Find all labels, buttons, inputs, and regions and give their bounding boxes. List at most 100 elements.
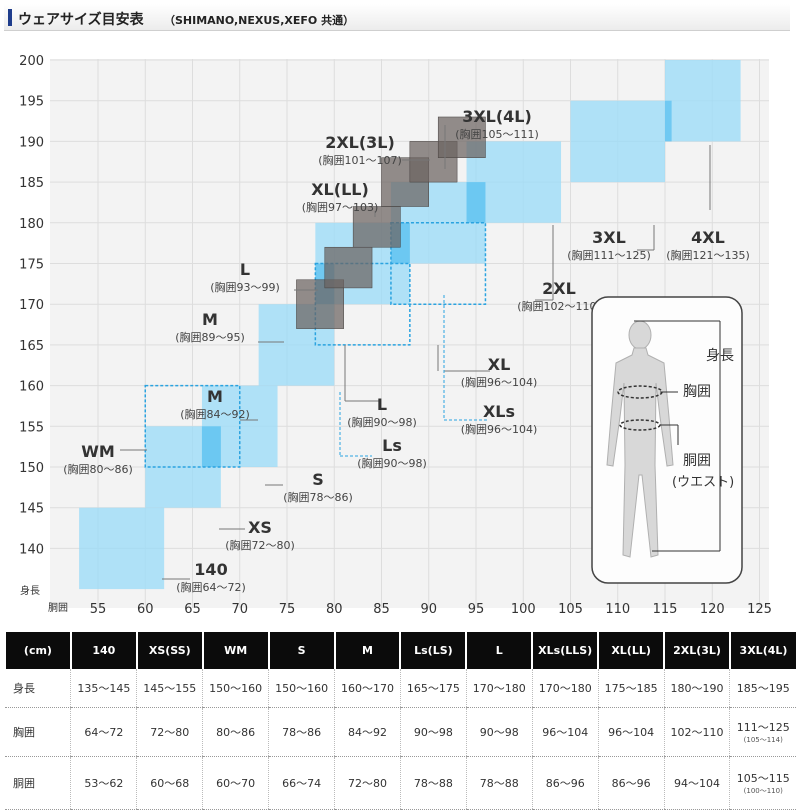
y-tick-label: 185 [19,176,44,191]
table-cell: 78～88 [399,756,467,810]
y-tick-label: 160 [19,380,44,395]
table-cell: 102～110 [663,707,730,757]
table-cell: 180～190 [663,669,730,708]
size-label: XS [248,518,272,537]
x-tick-label: 85 [373,602,390,617]
row-label: 胸囲 [5,707,71,757]
table-cell: 170～180 [465,669,533,708]
chest-range-label: (胸囲96～104) [461,375,538,389]
table-cell: 145～155 [136,669,203,708]
table-header-cell: 2XL(3L) [663,632,730,669]
table-header-cell: XS(SS) [135,632,203,669]
cell-value: 180～190 [670,682,724,695]
x-tick-label: 80 [326,602,343,617]
table-cell: 60～68 [136,756,203,810]
dashed-box-xls [390,222,487,305]
table-cell: 170～180 [531,669,599,708]
cell-value: 175～185 [604,682,658,695]
size-table: (cm) 140 XS(SS) WM S M Ls(LS) L XLs(LLS) XL(LL) 2… [4,632,796,810]
table-cell: 150～160 [268,669,335,708]
size-labels: 140(胸囲64～72) XS(胸囲72～80) S(胸囲78～86) WM(胸囲80… [63,107,750,594]
page-title: ウェアサイズ目安表 [18,12,144,28]
table-header-cell: XLs(LLS) [531,632,599,669]
size-label: 2XL(3L) [325,133,395,152]
chest-range-label: (胸囲90～98) [347,415,417,429]
x-axis-label: 胴囲 [48,602,68,614]
y-tick-label: 180 [19,217,44,232]
y-tick-label: 190 [19,135,44,150]
chest-range-label: (胸囲93～99) [210,280,280,294]
size-label: XLs [483,402,515,421]
table-cell: 72～80 [334,756,401,810]
table-header-cell: Ls(LS) [399,632,467,669]
table-row: 胴囲 53～62 60～68 60～70 66～74 72～80 78～88 78～88 86～… [5,756,796,810]
cell-value: 185～195 [736,682,790,695]
cell-value: 66～74 [282,777,322,790]
table-cell: 60～70 [202,756,269,810]
chest-range-label: (胸囲96～104) [461,422,538,436]
cell-value: 64～72 [84,726,124,739]
table-cell: 80～86 [202,707,269,757]
size-chart: 55 60 65 70 75 80 85 90 95 100 105 110 115 120 1251401… [19,54,772,617]
y-tick-label: 165 [19,339,44,354]
overlap-box [665,100,672,142]
x-tick-label: 115 [653,602,678,617]
cell-value: 78～88 [479,777,519,790]
cell-value: 60～70 [216,777,256,790]
x-tick-label: 110 [605,602,630,617]
table-cell: 150～160 [202,669,269,708]
x-tick-label: 120 [700,602,725,617]
y-tick-label: 150 [19,461,44,476]
chest-box-l [324,246,373,289]
size-label: S [312,470,324,489]
x-tick-label: 125 [747,602,772,617]
table-cell: 66～74 [268,756,335,810]
table-cell: 90～98 [465,707,533,757]
cell-value: 72～80 [347,777,387,790]
cell-value: 86～96 [611,777,651,790]
cell-note: (105～114) [743,736,783,744]
size-label: 2XL [542,279,576,298]
size-label: WM [81,442,115,461]
table-header-cell: 3XL(4L) [728,632,796,669]
cell-value: 78～88 [413,777,453,790]
table-cell: 94～104 [663,756,730,810]
x-tick-label: 75 [279,602,296,617]
cell-value: 90～98 [413,726,453,739]
x-tick-label: 100 [511,602,536,617]
table-cell: 90～98 [399,707,467,757]
size-label: M [207,387,223,406]
table-cell: 84～92 [334,707,401,757]
chest-range-label: (胸囲64～72) [176,580,246,594]
figure-label-chest: 胸囲 [683,384,711,400]
table-header-cell: S [267,632,335,669]
table-cell: 105～115 (100～110) [729,756,796,810]
table-cell: 86～96 [531,756,599,810]
page-header: ウェアサイズ目安表 （SHIMANO,NEXUS,XEFO 共通） [4,4,790,31]
figure-label-height: 身長 [706,348,734,364]
chest-range-label: (胸囲72～80) [225,538,295,552]
size-label: L [377,395,387,414]
cell-value: 150～160 [275,682,329,695]
table-header-cell: WM [201,632,269,669]
table-cell: 96～104 [531,707,599,757]
chest-range-label: (胸囲84～92) [180,407,250,421]
body-figure: 身長 胸囲 胴囲 (ウエスト) [591,296,743,584]
size-label: M [202,310,218,329]
cell-value: 150～160 [209,682,263,695]
table-cell: 53～62 [70,756,137,810]
row-label: 身長 [5,669,71,708]
gray-boxes [296,116,486,329]
x-tick-label: 70 [231,602,248,617]
size-label: 4XL [691,228,725,247]
size-box-140 [79,507,165,590]
cell-value: 86～96 [545,777,585,790]
table-cell: 78～86 [268,707,335,757]
chest-range-label: (胸囲105～111) [455,127,539,141]
y-tick-label: 195 [19,95,44,110]
table-unit-header: (cm) [4,632,71,669]
chest-range-label: (胸囲78～86) [283,490,353,504]
table-header-cell: 140 [69,632,137,669]
chest-range-label: (胸囲97～103) [302,200,379,214]
size-box-3xl [570,100,665,183]
